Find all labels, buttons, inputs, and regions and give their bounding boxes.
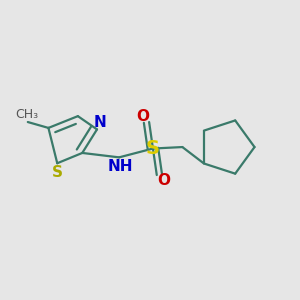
Text: O: O [136, 109, 149, 124]
Text: S: S [146, 139, 160, 158]
Text: NH: NH [108, 159, 133, 174]
Text: S: S [52, 165, 63, 180]
Text: N: N [94, 115, 106, 130]
Text: O: O [157, 173, 170, 188]
Text: CH₃: CH₃ [15, 108, 38, 121]
